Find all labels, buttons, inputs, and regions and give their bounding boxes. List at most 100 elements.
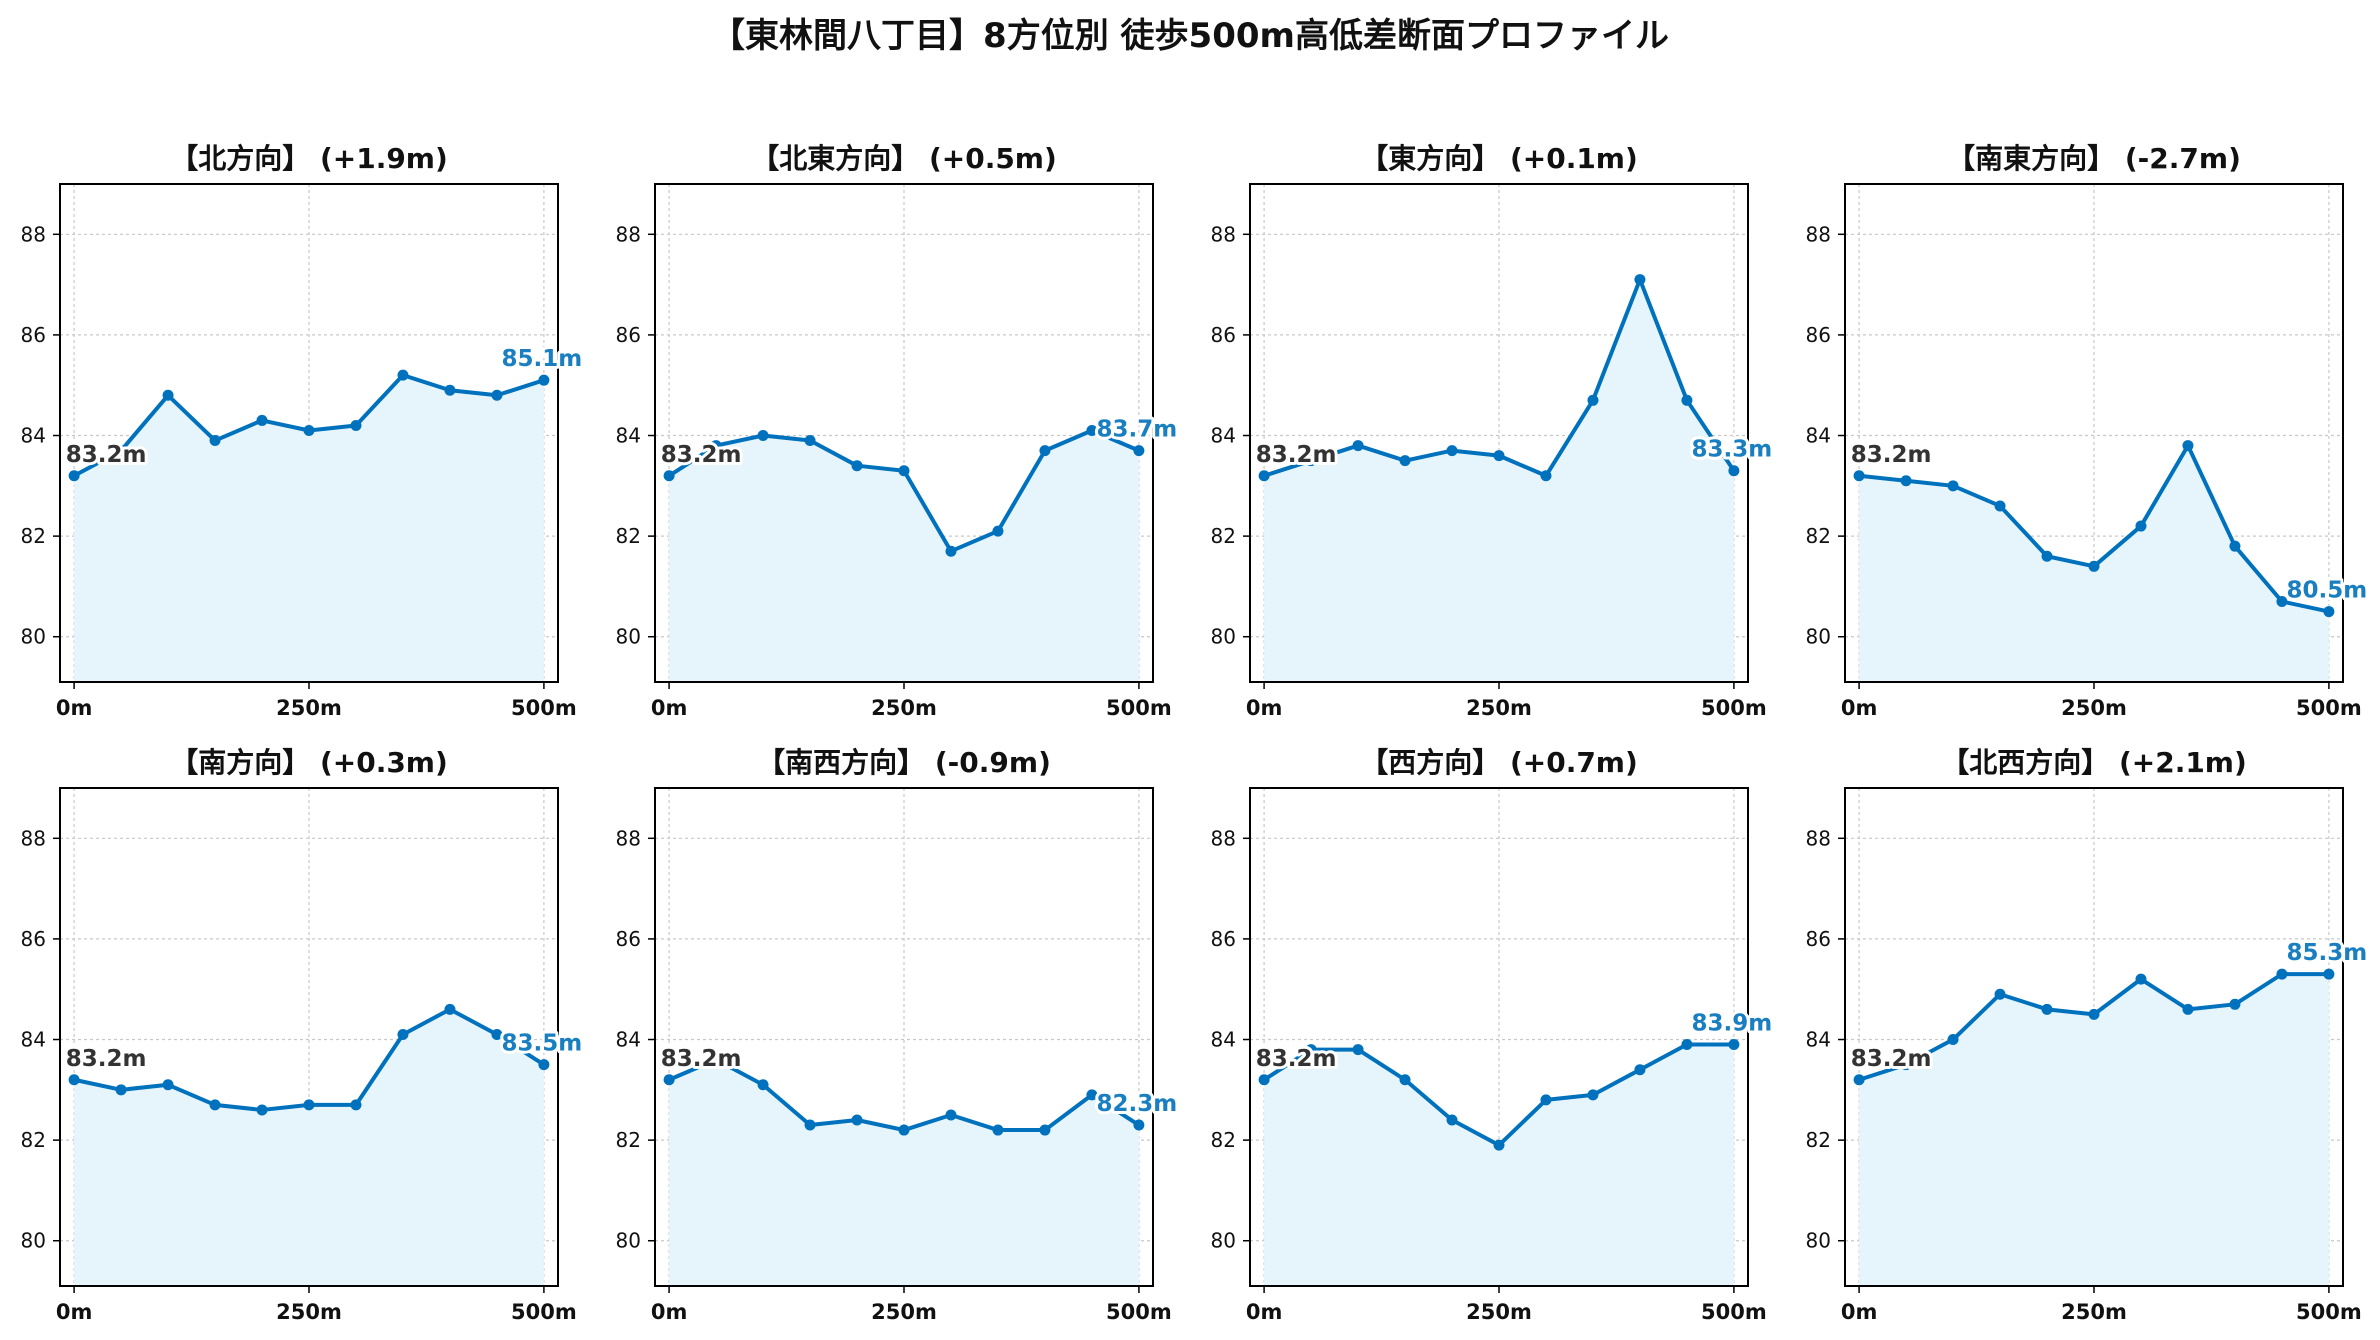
- data-point: [1728, 465, 1740, 477]
- data-point: [2041, 550, 2053, 562]
- x-tick-label: 500m: [511, 696, 577, 720]
- subplot-title: 【西方向】 (+0.7m): [1360, 746, 1638, 779]
- start-value-label: 83.2m: [661, 442, 742, 468]
- x-tick-label: 500m: [1106, 696, 1172, 720]
- start-value-label: 83.2m: [1851, 442, 1932, 468]
- y-tick-label: 82: [616, 524, 641, 548]
- y-tick-label: 84: [616, 1028, 641, 1052]
- data-point: [1947, 480, 1959, 492]
- area-fill: [1264, 1044, 1734, 1286]
- subplot-title: 【南方向】 (+0.3m): [170, 746, 448, 779]
- data-point: [1853, 1074, 1865, 1086]
- data-point: [2323, 968, 2335, 980]
- subplot-6: 【西方向】 (+0.7m) 80 82 84 86 88 0m 250m 500m 83.2m 83…: [1211, 746, 1776, 1324]
- y-tick-label: 82: [21, 1128, 46, 1152]
- figure-title: 【東林間八丁目】8方位別 徒歩500m高低差断面プロファイル: [711, 16, 1669, 56]
- y-tick-label: 82: [616, 1128, 641, 1152]
- y-tick-label: 84: [1806, 424, 1831, 448]
- y-tick-label: 86: [616, 323, 641, 347]
- y-tick-label: 80: [1806, 1229, 1831, 1253]
- end-value-label: 83.5m: [502, 1031, 583, 1057]
- x-tick-label: 0m: [651, 1300, 688, 1324]
- y-tick-label: 84: [21, 1028, 46, 1052]
- subplot-title: 【南東方向】 (-2.7m): [1947, 142, 2241, 175]
- subplot-title: 【北東方向】 (+0.5m): [751, 142, 1057, 175]
- y-tick-label: 84: [1806, 1028, 1831, 1052]
- data-point: [538, 374, 550, 386]
- subplot-0: 【北方向】 (+1.9m) 80 82 84 86 88 0m 250m 500m 83.2m 85…: [21, 142, 586, 720]
- data-point: [491, 1028, 503, 1040]
- data-point: [491, 389, 503, 401]
- data-point: [1681, 1039, 1693, 1051]
- area-fill: [74, 1009, 544, 1286]
- data-point: [1947, 1034, 1959, 1046]
- y-tick-label: 82: [1806, 524, 1831, 548]
- start-value-label: 83.2m: [1256, 442, 1337, 468]
- area-fill: [1859, 974, 2329, 1286]
- x-tick-label: 0m: [1841, 696, 1878, 720]
- x-tick-label: 0m: [56, 696, 93, 720]
- y-tick-label: 88: [1806, 826, 1831, 850]
- data-point: [2276, 596, 2288, 608]
- data-point: [804, 1119, 816, 1131]
- data-point: [538, 1059, 550, 1071]
- y-tick-label: 80: [616, 625, 641, 649]
- subplot-2: 【東方向】 (+0.1m) 80 82 84 86 88 0m 250m 500m 83.2m 83…: [1211, 142, 1776, 720]
- data-point: [2088, 560, 2100, 572]
- data-point: [1681, 394, 1693, 406]
- y-tick-label: 86: [21, 927, 46, 951]
- y-tick-label: 88: [21, 222, 46, 246]
- data-point: [1587, 1089, 1599, 1101]
- y-tick-label: 88: [21, 826, 46, 850]
- data-point: [1728, 1039, 1740, 1051]
- data-point: [710, 1054, 722, 1066]
- data-point: [851, 1114, 863, 1126]
- area-fill: [1859, 445, 2329, 682]
- x-tick-label: 500m: [1701, 1300, 1767, 1324]
- data-point: [2135, 973, 2147, 985]
- data-point: [397, 1028, 409, 1040]
- data-point: [2276, 968, 2288, 980]
- x-tick-label: 500m: [511, 1300, 577, 1324]
- data-point: [1634, 274, 1646, 286]
- data-point: [1352, 1044, 1364, 1056]
- x-tick-label: 250m: [276, 1300, 342, 1324]
- data-point: [1446, 1114, 1458, 1126]
- data-point: [1305, 455, 1317, 467]
- data-point: [1900, 475, 1912, 487]
- y-tick-label: 86: [1806, 323, 1831, 347]
- data-point: [1399, 455, 1411, 467]
- data-point: [992, 1124, 1004, 1136]
- end-value-label: 85.1m: [502, 346, 583, 372]
- data-point: [2323, 606, 2335, 618]
- y-tick-label: 86: [21, 323, 46, 347]
- x-tick-label: 0m: [1841, 1300, 1878, 1324]
- data-point: [115, 1084, 127, 1096]
- data-point: [2229, 540, 2241, 552]
- data-point: [2182, 1003, 2194, 1015]
- end-value-label: 80.5m: [2287, 578, 2368, 604]
- data-point: [1587, 394, 1599, 406]
- data-point: [1493, 1139, 1505, 1151]
- data-point: [1994, 988, 2006, 1000]
- y-tick-label: 82: [1211, 1128, 1236, 1152]
- data-point: [256, 1104, 268, 1116]
- y-tick-label: 88: [1211, 826, 1236, 850]
- data-point: [1540, 1094, 1552, 1106]
- end-value-label: 83.7m: [1097, 417, 1178, 443]
- x-tick-label: 0m: [651, 696, 688, 720]
- area-fill: [74, 375, 544, 682]
- start-value-label: 83.2m: [66, 442, 147, 468]
- area-fill: [669, 1059, 1139, 1286]
- data-point: [2135, 520, 2147, 532]
- data-point: [1540, 470, 1552, 482]
- data-point: [209, 435, 221, 447]
- data-point: [68, 470, 80, 482]
- data-point: [303, 1099, 315, 1111]
- y-tick-label: 86: [1211, 927, 1236, 951]
- area-fill: [1264, 279, 1734, 682]
- data-point: [1258, 470, 1270, 482]
- subplot-title: 【東方向】 (+0.1m): [1360, 142, 1638, 175]
- y-tick-label: 82: [1211, 524, 1236, 548]
